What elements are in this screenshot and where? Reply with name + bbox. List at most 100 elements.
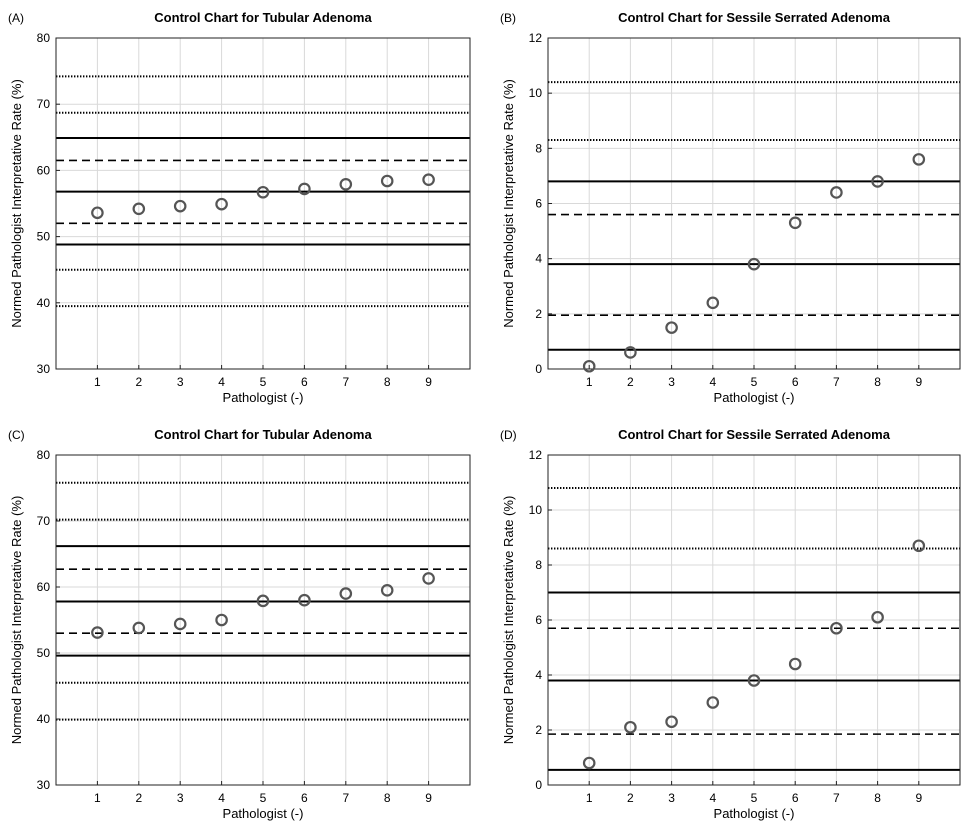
- data-point: [173, 199, 187, 213]
- x-tick-label: 3: [668, 375, 675, 389]
- data-point: [256, 594, 270, 608]
- data-point: [912, 153, 926, 166]
- y-tick-label: 70: [37, 514, 51, 528]
- data-point: [215, 197, 228, 211]
- data-point: [422, 173, 435, 186]
- data-point: [912, 539, 926, 553]
- x-tick-label: 8: [384, 791, 391, 805]
- x-tick-label: 7: [833, 791, 840, 805]
- y-tick-label: 60: [37, 163, 51, 177]
- data-point: [665, 321, 678, 334]
- x-tick-label: 6: [792, 375, 799, 389]
- x-tick-label: 4: [709, 375, 716, 389]
- y-tick-label: 60: [37, 580, 51, 594]
- x-tick-label: 3: [668, 791, 675, 805]
- y-axis-label: Normed Pathologist Interpretative Rate (…: [501, 79, 516, 328]
- x-tick-label: 4: [218, 375, 225, 389]
- data-point: [830, 621, 843, 635]
- data-point: [215, 613, 228, 627]
- data-point: [339, 587, 353, 600]
- chart-title: Control Chart for Sessile Serrated Adeno…: [618, 427, 891, 442]
- data-point: [298, 593, 311, 607]
- y-tick-label: 0: [535, 362, 542, 376]
- y-tick-label: 30: [37, 362, 51, 376]
- data-point: [380, 583, 394, 597]
- chart-panel-3: 1 2 3 4 5 6 7 8 9 30 40 50 60 70 80 (C) Control Chart fo…: [8, 427, 471, 821]
- x-tick-label: 1: [94, 375, 101, 389]
- y-tick-label: 50: [37, 646, 51, 660]
- y-tick-label: 8: [535, 558, 542, 572]
- chart-title: Control Chart for Sessile Serrated Adeno…: [618, 10, 891, 25]
- data-point: [788, 657, 802, 671]
- data-point: [132, 202, 146, 216]
- y-tick-label: 10: [529, 86, 543, 100]
- y-tick-label: 50: [37, 230, 51, 244]
- panel-label: (A): [8, 11, 24, 25]
- data-point: [788, 216, 802, 230]
- y-tick-label: 80: [37, 448, 51, 462]
- x-tick-label: 6: [301, 375, 308, 389]
- x-tick-label: 6: [792, 791, 799, 805]
- y-axis-label: Normed Pathologist Interpretative Rate (…: [9, 496, 24, 745]
- data-point: [298, 182, 311, 196]
- data-point: [91, 206, 104, 220]
- x-tick-label: 7: [833, 375, 840, 389]
- data-point: [706, 296, 720, 310]
- y-tick-label: 70: [37, 97, 51, 111]
- y-tick-label: 8: [535, 141, 542, 155]
- data-point: [132, 621, 146, 635]
- x-axis-label: Pathologist (-): [223, 390, 304, 405]
- y-axis-label: Normed Pathologist Interpretative Rate (…: [501, 496, 516, 745]
- x-tick-label: 8: [874, 791, 881, 805]
- y-tick-label: 4: [535, 252, 542, 266]
- data-point: [339, 178, 353, 191]
- panel-label: (B): [500, 11, 516, 25]
- data-point: [665, 715, 678, 729]
- chart-title: Control Chart for Tubular Adenoma: [154, 427, 372, 442]
- x-tick-label: 2: [627, 375, 634, 389]
- data-point: [871, 610, 884, 624]
- x-axis-label: Pathologist (-): [714, 390, 795, 405]
- y-tick-label: 40: [37, 296, 51, 310]
- y-tick-label: 30: [37, 778, 51, 792]
- x-tick-label: 9: [915, 375, 922, 389]
- x-tick-label: 5: [751, 375, 758, 389]
- chart-title: Control Chart for Tubular Adenoma: [154, 10, 372, 25]
- x-tick-label: 3: [177, 791, 184, 805]
- chart-panel-1: 1 2 3 4 5 6 7 8 9 30 40 50 60 70 80 (A) Control Chart fo…: [8, 10, 471, 405]
- x-tick-label: 2: [135, 791, 142, 805]
- x-tick-label: 4: [709, 791, 716, 805]
- data-point: [380, 174, 394, 188]
- x-tick-label: 2: [627, 791, 634, 805]
- x-tick-label: 6: [301, 791, 308, 805]
- data-point: [173, 617, 187, 631]
- y-tick-label: 80: [37, 31, 51, 45]
- y-tick-label: 12: [529, 448, 543, 462]
- y-tick-label: 2: [535, 307, 542, 321]
- x-axis-label: Pathologist (-): [714, 806, 795, 821]
- y-tick-label: 6: [535, 613, 542, 627]
- panel-label: (D): [500, 428, 517, 442]
- x-tick-label: 9: [915, 791, 922, 805]
- x-tick-label: 5: [260, 791, 267, 805]
- y-tick-label: 0: [535, 778, 542, 792]
- y-tick-label: 40: [37, 712, 51, 726]
- data-point: [256, 185, 270, 199]
- x-tick-label: 3: [177, 375, 184, 389]
- y-tick-label: 12: [529, 31, 543, 45]
- panel-label: (C): [8, 428, 25, 442]
- y-axis-label: Normed Pathologist Interpretative Rate (…: [9, 79, 24, 328]
- data-point: [582, 359, 596, 373]
- x-tick-label: 8: [874, 375, 881, 389]
- data-point: [830, 186, 843, 199]
- x-tick-label: 1: [586, 791, 593, 805]
- x-tick-label: 1: [94, 791, 101, 805]
- data-point: [422, 572, 435, 585]
- x-tick-label: 8: [384, 375, 391, 389]
- data-point: [706, 696, 720, 709]
- x-tick-label: 7: [342, 375, 349, 389]
- y-tick-label: 4: [535, 668, 542, 682]
- data-point: [871, 175, 884, 188]
